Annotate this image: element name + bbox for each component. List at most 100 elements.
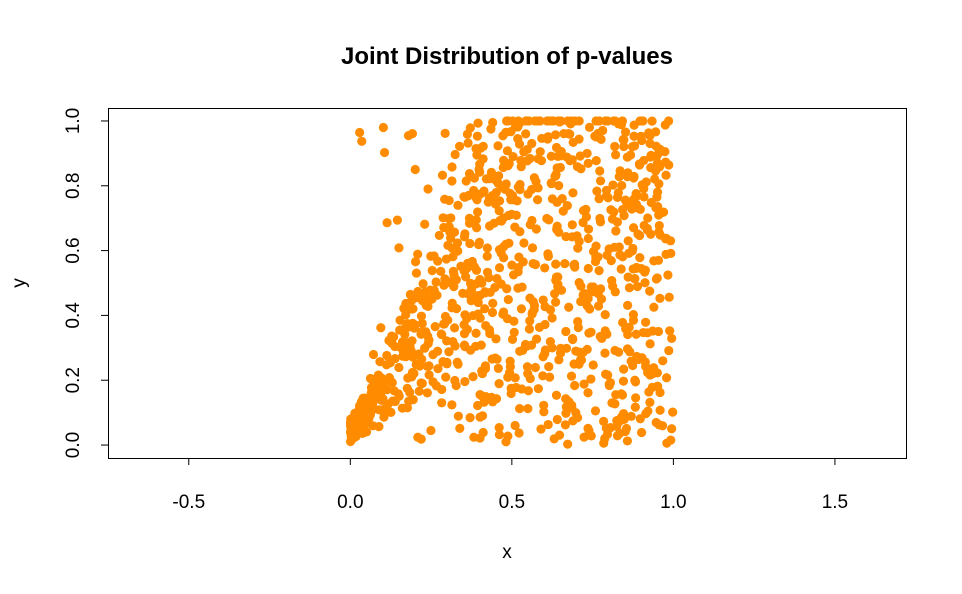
data-point	[593, 301, 604, 311]
data-point	[424, 370, 434, 380]
data-point	[433, 346, 443, 356]
data-point	[586, 327, 596, 337]
data-point	[394, 362, 404, 373]
data-point	[421, 327, 431, 337]
data-point	[582, 301, 592, 311]
data-point	[544, 362, 554, 372]
data-point	[491, 334, 501, 344]
data-point	[645, 138, 655, 149]
data-point	[651, 203, 661, 213]
data-point	[515, 346, 525, 356]
data-point	[556, 146, 566, 157]
data-point	[632, 191, 642, 201]
data-point	[636, 427, 647, 438]
data-point	[494, 430, 504, 440]
data-point	[356, 397, 367, 407]
data-point	[652, 187, 663, 197]
data-point	[460, 376, 470, 387]
data-point	[504, 159, 514, 169]
data-point	[546, 151, 556, 161]
data-point	[651, 166, 661, 176]
data-point	[604, 244, 614, 254]
data-point	[522, 116, 532, 126]
data-point	[486, 124, 496, 134]
data-point	[431, 381, 442, 391]
data-point	[453, 411, 463, 421]
data-point	[623, 329, 633, 340]
data-point	[411, 359, 421, 370]
data-point	[619, 364, 629, 374]
data-point	[469, 173, 480, 183]
data-point	[379, 404, 389, 414]
data-point	[450, 149, 460, 160]
y-tick-label: 0.8	[63, 173, 84, 199]
data-point	[538, 295, 548, 305]
data-point	[551, 259, 561, 269]
data-point	[560, 420, 571, 430]
data-point	[437, 398, 447, 408]
data-point	[647, 116, 657, 126]
data-point	[433, 364, 443, 374]
data-point	[600, 310, 610, 320]
data-point	[623, 236, 633, 246]
data-point	[420, 219, 430, 229]
data-point	[441, 372, 451, 382]
data-point	[474, 237, 485, 247]
data-point	[463, 191, 473, 201]
data-point	[413, 249, 423, 259]
data-point	[516, 155, 526, 166]
data-point	[610, 116, 620, 126]
data-point	[574, 236, 584, 246]
y-tick-label: 0.2	[63, 367, 84, 393]
data-point	[617, 180, 627, 191]
data-point	[645, 339, 655, 349]
data-point	[422, 295, 432, 305]
data-point	[607, 214, 618, 224]
data-point	[640, 278, 650, 288]
data-point	[622, 436, 633, 446]
data-point	[618, 317, 628, 328]
data-point	[572, 413, 583, 423]
data-point	[664, 345, 674, 356]
data-point	[595, 166, 605, 176]
data-point	[579, 432, 589, 442]
data-point	[522, 362, 533, 372]
data-point	[623, 272, 633, 282]
data-point	[626, 411, 636, 421]
data-point	[473, 118, 483, 128]
data-point	[588, 282, 598, 292]
data-point	[453, 200, 463, 210]
data-point	[429, 285, 439, 296]
data-point	[563, 128, 573, 139]
data-point	[395, 325, 405, 335]
data-point	[402, 383, 412, 393]
data-point	[503, 294, 513, 305]
data-point	[535, 147, 545, 157]
data-point	[643, 213, 653, 223]
data-point	[619, 141, 629, 152]
data-point	[506, 383, 516, 393]
data-point	[539, 407, 549, 417]
data-point	[424, 361, 434, 371]
data-point	[539, 400, 549, 410]
data-point	[610, 345, 620, 356]
data-points	[345, 116, 678, 449]
data-point	[496, 182, 507, 192]
data-point	[586, 374, 596, 384]
data-point	[567, 220, 577, 230]
data-point	[394, 243, 404, 253]
data-point	[502, 314, 512, 324]
data-point	[538, 371, 548, 381]
data-point	[591, 156, 601, 166]
data-point	[481, 392, 491, 402]
data-point	[390, 353, 400, 364]
data-point	[631, 329, 641, 339]
data-point	[407, 372, 417, 382]
data-point	[503, 116, 513, 126]
data-point	[532, 195, 543, 205]
data-point	[411, 268, 422, 278]
data-point	[564, 302, 574, 312]
data-point	[594, 194, 604, 204]
data-point	[466, 284, 477, 294]
data-point	[628, 360, 638, 371]
